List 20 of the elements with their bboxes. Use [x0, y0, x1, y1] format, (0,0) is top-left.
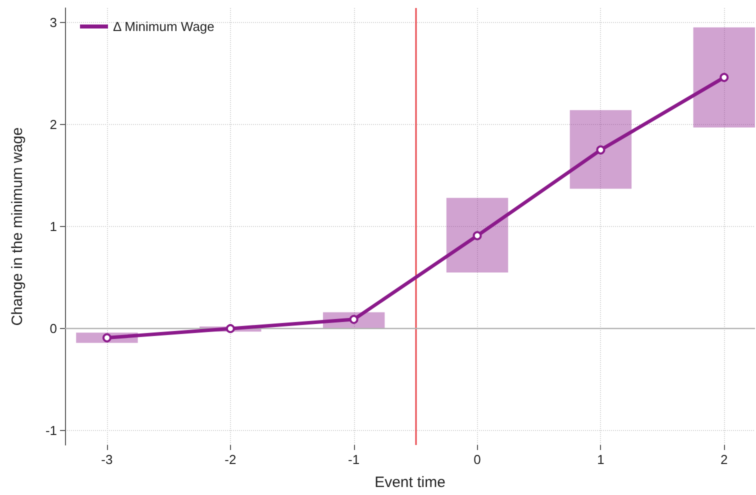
point [472, 231, 482, 240]
point [349, 314, 358, 324]
y-tick-label: 0 [50, 321, 57, 336]
y-tick-label: 2 [50, 116, 57, 132]
legend-label: Δ Minimum Wage [113, 19, 214, 34]
x-tick-label: -3 [101, 452, 113, 467]
y-tick-label: 3 [50, 14, 57, 30]
x-tick-label: -1 [348, 452, 360, 467]
point [102, 333, 112, 342]
x-tick-label: 1 [597, 452, 604, 467]
y-tick-label: -1 [45, 423, 57, 438]
x-tick-label: -2 [224, 452, 236, 467]
x-tick-label: 2 [720, 452, 728, 467]
x-tick-label: 0 [474, 452, 481, 467]
point [596, 145, 606, 154]
point [720, 72, 729, 82]
y-axis-title: Change in the minimum wage [9, 127, 26, 326]
x-axis-title: Event time [374, 474, 446, 491]
y-tick-label: 1 [50, 219, 57, 234]
point [226, 324, 235, 334]
